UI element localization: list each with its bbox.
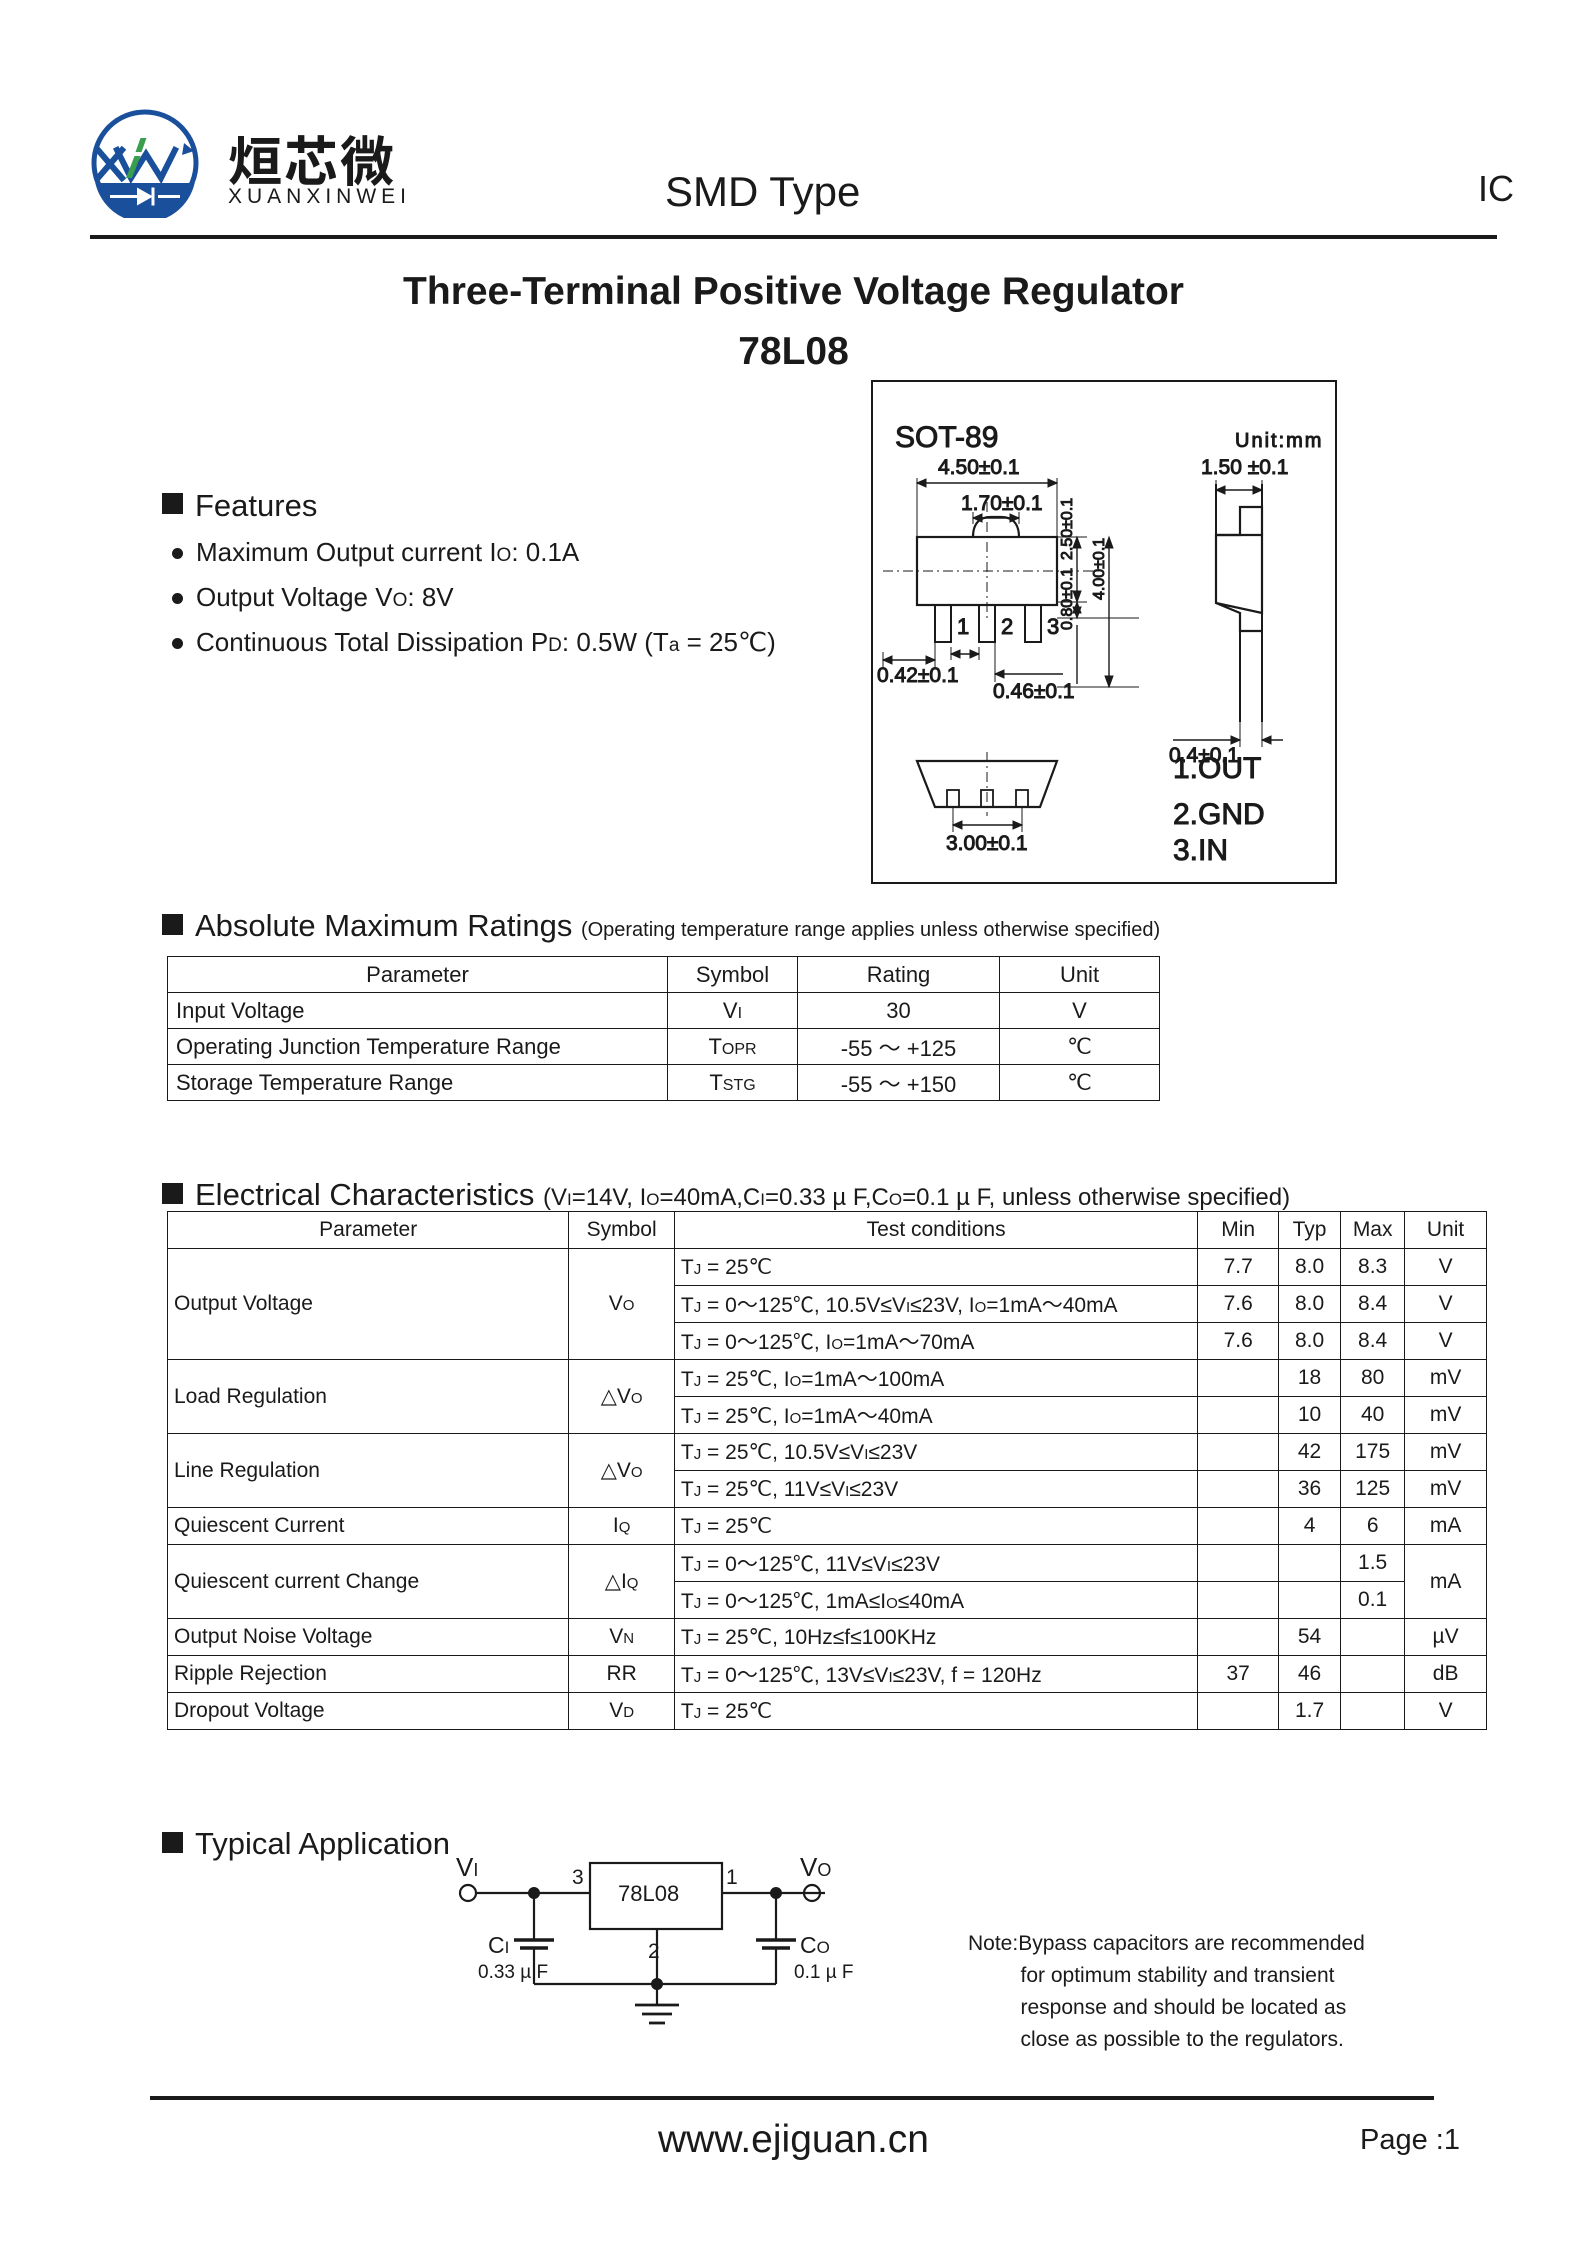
svg-text:78L08: 78L08	[618, 1881, 679, 1906]
svg-text:2.GND: 2.GND	[1173, 798, 1265, 831]
svg-text:1: 1	[726, 1866, 738, 1889]
svg-text:1: 1	[957, 614, 969, 639]
svg-text:2.50±0.1: 2.50±0.1	[1059, 498, 1076, 560]
svg-text:3.IN: 3.IN	[1173, 834, 1228, 867]
svg-text:4.50±0.1: 4.50±0.1	[938, 456, 1020, 479]
svg-text:3: 3	[572, 1866, 584, 1889]
svg-text:0.46±0.1: 0.46±0.1	[993, 680, 1075, 703]
svg-text:VI: VI	[456, 1852, 478, 1882]
svg-text:3.00±0.1: 3.00±0.1	[946, 832, 1028, 855]
svg-text:VO: VO	[800, 1852, 831, 1882]
svg-text:0.42±0.1: 0.42±0.1	[877, 664, 959, 687]
svg-text:0.80±0.1: 0.80±0.1	[1059, 568, 1076, 630]
svg-text:4.00±0.1: 4.00±0.1	[1091, 538, 1108, 600]
svg-text:SOT-89: SOT-89	[895, 421, 998, 454]
svg-text:CO: CO	[800, 1932, 830, 1958]
svg-text:1.50 ±0.1: 1.50 ±0.1	[1201, 456, 1288, 479]
svg-text:1.70±0.1: 1.70±0.1	[961, 492, 1043, 515]
svg-text:Unit:mm: Unit:mm	[1235, 430, 1323, 452]
svg-text:0.33 µ F: 0.33 µ F	[478, 1962, 548, 1983]
svg-text:CI: CI	[488, 1932, 509, 1958]
svg-text:0.1 µ F: 0.1 µ F	[794, 1962, 854, 1983]
svg-text:1.OUT: 1.OUT	[1173, 752, 1261, 785]
svg-text:2: 2	[1001, 614, 1013, 639]
